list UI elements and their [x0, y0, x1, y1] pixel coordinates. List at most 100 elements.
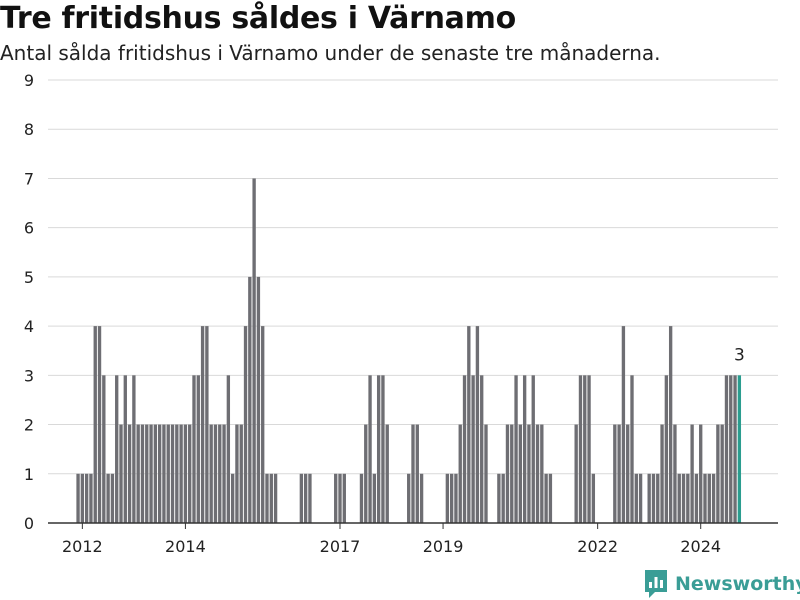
bar: [531, 375, 535, 523]
bar: [694, 473, 699, 523]
x-tick-label: 2017: [320, 537, 361, 556]
bar: [720, 424, 724, 523]
bar: [467, 326, 471, 523]
bar: [136, 424, 140, 523]
bar: [76, 473, 80, 523]
bar: [716, 424, 720, 523]
bar: [381, 375, 385, 523]
bar: [252, 178, 256, 523]
bar: [127, 424, 132, 523]
bar: [149, 424, 153, 523]
bar: [677, 473, 681, 523]
x-tick-label: 2022: [577, 537, 618, 556]
bar: [578, 375, 583, 523]
bar: [729, 375, 733, 523]
bar: [462, 375, 467, 523]
bar: [664, 375, 669, 523]
bar: [484, 424, 488, 523]
bar: [364, 424, 368, 523]
bar: [613, 424, 617, 523]
newsworthy-brand: Newsworthy: [644, 568, 800, 600]
bar: [256, 276, 261, 523]
bar: [407, 473, 411, 523]
bar: [673, 424, 677, 523]
bar: [497, 473, 501, 523]
y-tick-label: 1: [24, 465, 34, 484]
bar: [239, 424, 243, 523]
bar: [480, 375, 484, 523]
bar: [660, 424, 664, 523]
bar: [724, 375, 729, 523]
bar: [548, 473, 553, 523]
bar: [110, 473, 115, 523]
latest-value-label: 3: [734, 345, 745, 365]
bar: [587, 375, 591, 523]
y-tick-label: 7: [24, 169, 34, 188]
bar: [638, 473, 643, 523]
newsworthy-logo-icon: [645, 570, 667, 598]
brand-name: Newsworthy: [675, 573, 800, 595]
bar-latest: [737, 375, 742, 523]
y-tick-label: 0: [24, 514, 34, 533]
bar: [647, 473, 651, 523]
bar: [235, 424, 239, 523]
bar: [372, 473, 377, 523]
bar: [102, 375, 106, 523]
bar: [385, 424, 389, 523]
bar: [230, 473, 235, 523]
y-tick-label: 4: [24, 317, 34, 336]
bar: [415, 424, 419, 523]
bar: [175, 424, 179, 523]
bar: [505, 424, 510, 523]
bar: [183, 424, 188, 523]
bar: [445, 473, 450, 523]
x-tick-label: 2024: [680, 537, 721, 556]
bar: [248, 276, 252, 523]
bar: [119, 424, 123, 523]
bar: [269, 473, 273, 523]
bar: [621, 326, 626, 523]
bar: [140, 424, 145, 523]
bar: [501, 473, 505, 523]
bar: [591, 473, 596, 523]
bar: [338, 473, 342, 523]
bar: [583, 375, 587, 523]
bar: [535, 424, 540, 523]
bar: [308, 473, 312, 523]
bar: [226, 375, 231, 523]
bar: [368, 375, 372, 523]
y-tick-label: 8: [24, 120, 34, 139]
bar: [617, 424, 621, 523]
bar: [192, 375, 196, 523]
y-tick-label: 3: [24, 366, 34, 385]
bar: [153, 424, 158, 523]
bar: [703, 473, 707, 523]
bar: [518, 424, 523, 523]
bar: [458, 424, 462, 523]
bar: [209, 424, 213, 523]
bar: [334, 473, 338, 523]
bar: [634, 473, 638, 523]
bar: [514, 375, 518, 523]
bar: [510, 424, 514, 523]
bar: [527, 424, 531, 523]
bar: [188, 424, 192, 523]
bar: [544, 473, 548, 523]
bar: [630, 375, 634, 523]
bar: [475, 326, 480, 523]
y-tick-label: 6: [24, 219, 34, 238]
bar: [170, 424, 175, 523]
bar: [299, 473, 304, 523]
bar: [699, 424, 703, 523]
bar: [303, 473, 308, 523]
bar: [626, 424, 630, 523]
y-tick-label: 5: [24, 268, 34, 287]
bar: [80, 473, 85, 523]
bar: [106, 473, 110, 523]
bar: [205, 326, 209, 523]
bar: [123, 375, 127, 523]
bar: [342, 473, 346, 523]
bar: [84, 473, 89, 523]
bar-chart: 0 1 2 3 4 5 6 7 8 9 3 2012 2014 2017 2019 2022 2024: [24, 71, 778, 556]
bar: [166, 424, 170, 523]
